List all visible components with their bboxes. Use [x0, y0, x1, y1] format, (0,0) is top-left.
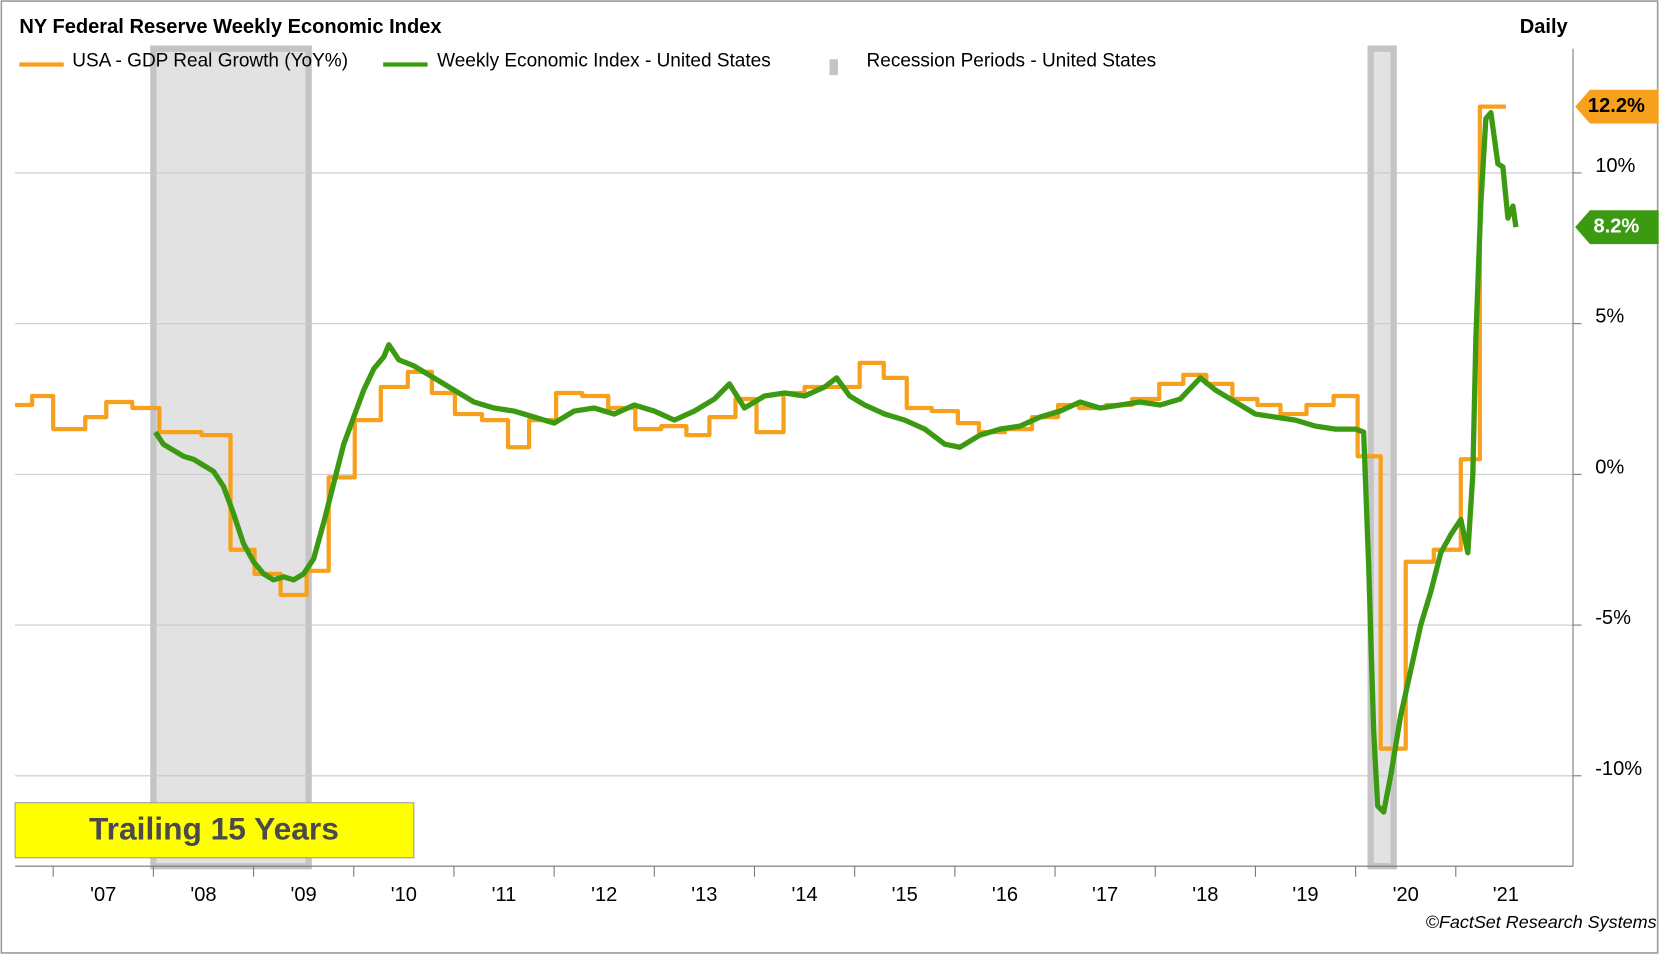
x-tick-label: '20 [1393, 884, 1419, 906]
x-tick-label: '21 [1493, 884, 1519, 906]
x-tick-label: '08 [190, 884, 216, 906]
series-line [153, 109, 1519, 815]
legend-label: Recession Periods - United States [867, 50, 1157, 71]
legend-swatch [829, 59, 838, 76]
end-label: 12.2% [1588, 95, 1645, 117]
x-tick-label: '15 [892, 884, 918, 906]
x-tick-label: '16 [992, 884, 1018, 906]
chart-title: NY Federal Reserve Weekly Economic Index [19, 16, 442, 38]
x-tick-label: '12 [591, 884, 617, 906]
end-label: 8.2% [1594, 215, 1640, 237]
y-tick-label: 0% [1595, 456, 1624, 478]
y-tick-label: -5% [1595, 607, 1631, 629]
legend-label: Weekly Economic Index - United States [437, 50, 771, 71]
y-tick-label: 10% [1595, 155, 1635, 177]
x-tick-label: '13 [691, 884, 717, 906]
frequency-label: Daily [1520, 16, 1569, 38]
x-tick-label: '10 [391, 884, 417, 906]
end-label-tag [1575, 210, 1659, 245]
series-line [15, 104, 1506, 751]
annotation-box [14, 802, 415, 859]
x-tick-label: '19 [1292, 884, 1318, 906]
end-label-tag [1575, 89, 1659, 124]
credit: ©FactSet Research Systems [1426, 912, 1657, 932]
y-tick-label: -10% [1595, 758, 1642, 780]
y-tick-label: 5% [1595, 306, 1624, 328]
x-tick-label: '07 [90, 884, 116, 906]
x-tick-label: '17 [1092, 884, 1118, 906]
annotation: Trailing 15 Years [89, 811, 339, 847]
x-tick-label: '09 [291, 884, 317, 906]
x-tick-label: '18 [1192, 884, 1218, 906]
x-tick-label: '11 [492, 884, 517, 906]
legend-label: USA - GDP Real Growth (YoY%) [72, 50, 348, 71]
legend: USA - GDP Real Growth (YoY%) Weekly Econ… [19, 50, 1157, 76]
x-tick-label: '14 [792, 884, 818, 906]
